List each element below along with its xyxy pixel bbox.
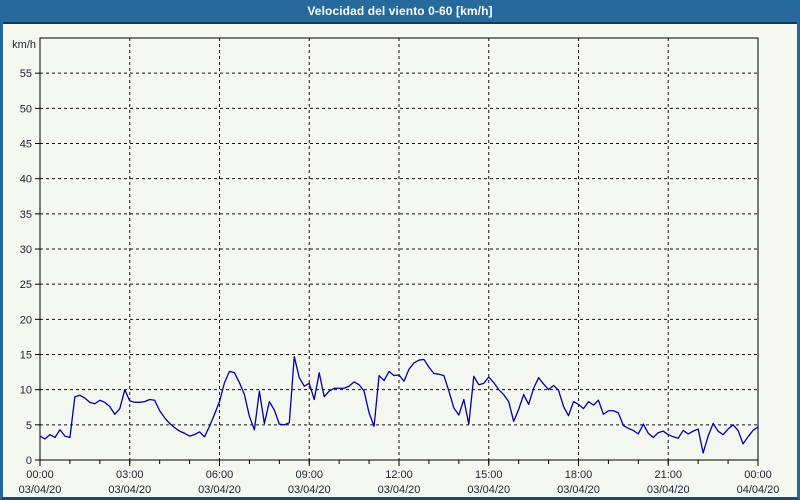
x-tick-time-label: 00:00 (744, 469, 772, 481)
x-tick-time-label: 09:00 (295, 469, 323, 481)
y-tick-label: 20 (20, 314, 32, 326)
y-tick-label: 40 (20, 174, 32, 186)
x-tick-date-label: 03/04/20 (198, 484, 241, 496)
x-tick-date-label: 03/04/20 (557, 484, 600, 496)
wind-speed-line (39, 355, 759, 454)
y-tick-label: 45 (20, 139, 32, 151)
x-tick-date-label: 03/04/20 (467, 484, 510, 496)
y-tick-label: 35 (20, 209, 32, 221)
x-tick-time-label: 21:00 (654, 469, 682, 481)
x-tick-time-label: 00:00 (26, 469, 54, 481)
x-tick-time-label: 15:00 (475, 469, 503, 481)
x-tick-date-label: 03/04/20 (647, 484, 690, 496)
window-title: Velocidad del viento 0-60 [km/h] (307, 4, 493, 18)
x-tick-date-label: 04/04/20 (737, 484, 780, 496)
y-tick-label: 0 (26, 455, 32, 467)
y-tick-label: 25 (20, 279, 32, 291)
window-title-bar: Velocidad del viento 0-60 [km/h] (3, 0, 797, 24)
x-tick-time-label: 18:00 (565, 469, 593, 481)
x-tick-date-label: 03/04/20 (378, 484, 421, 496)
y-tick-label: 15 (20, 350, 32, 362)
y-tick-label: 55 (20, 68, 32, 80)
chart-area: 0 5 10 15 20 25 30 35 40 45 50 55 00:00 03/04/20 03:00… (3, 24, 797, 497)
x-tick-date-label: 03/04/20 (288, 484, 331, 496)
y-axis-unit-label: km/h (12, 39, 36, 51)
y-tick-label: 5 (26, 420, 32, 432)
plot-border (39, 37, 759, 461)
y-tick-label: 10 (20, 385, 32, 397)
y-tick-label: 30 (20, 244, 32, 256)
x-tick-date-label: 03/04/20 (19, 484, 62, 496)
x-tick-time-label: 03:00 (116, 469, 144, 481)
x-tick-time-label: 12:00 (385, 469, 413, 481)
x-tick-time-label: 06:00 (206, 469, 234, 481)
y-tick-label: 50 (20, 103, 32, 115)
wind-speed-chart: 0 5 10 15 20 25 30 35 40 45 50 55 00:00 03/04/20 03:00… (12, 37, 780, 496)
x-tick-date-label: 03/04/20 (108, 484, 151, 496)
